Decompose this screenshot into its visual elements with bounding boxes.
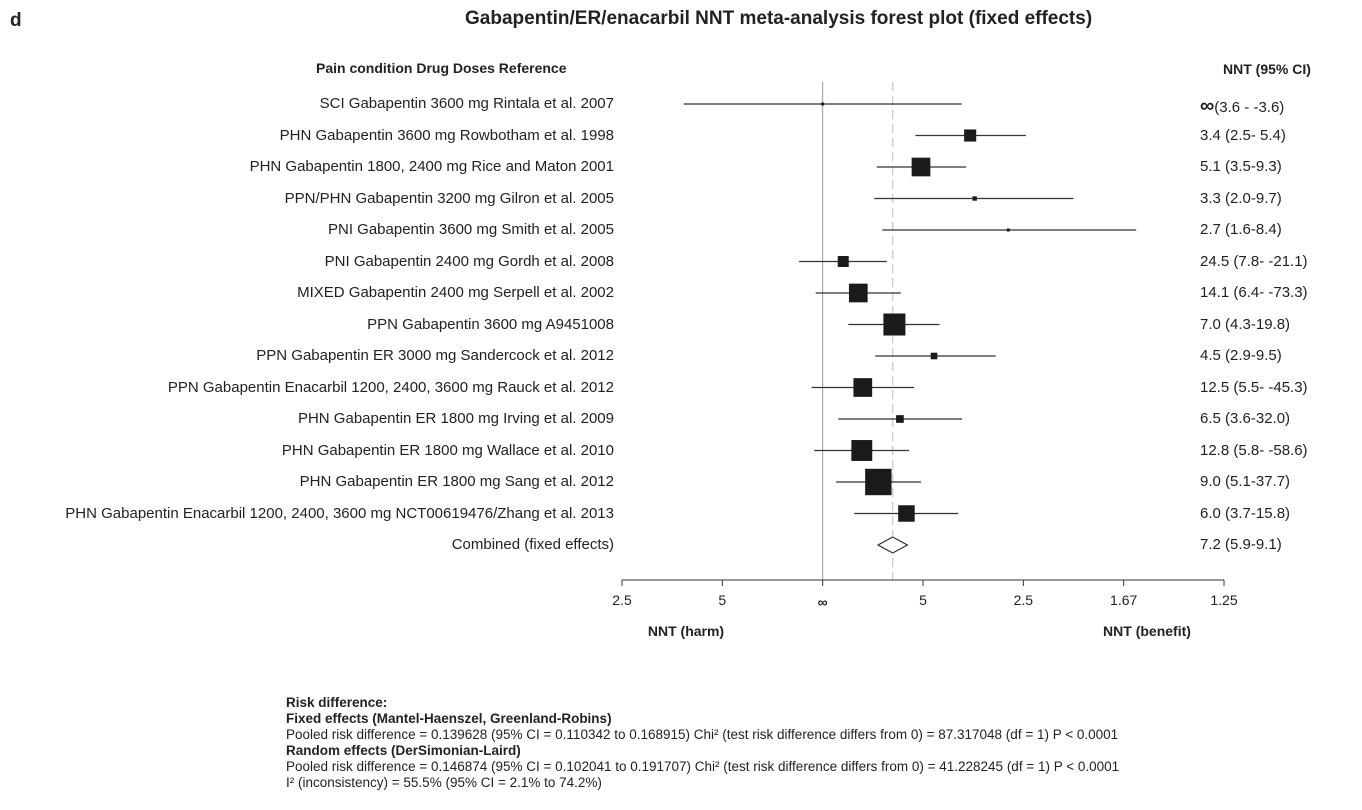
effect-square: [851, 440, 873, 461]
x-tick-label-4: 2.5: [1014, 592, 1034, 608]
effect-square: [853, 378, 873, 397]
fixed-effects-text: Pooled risk difference = 0.139628 (95% C…: [286, 727, 1119, 742]
study-label: PHN Gabapentin Enacarbil 1200, 2400, 360…: [65, 504, 614, 522]
study-label: PHN Gabapentin 1800, 2400 mg Rice and Ma…: [249, 158, 614, 175]
study-nnt: 3.4 (2.5- 5.4): [1200, 126, 1286, 144]
left-column-header: Pain condition Drug Doses Reference: [316, 60, 567, 76]
effect-square: [848, 283, 868, 303]
random-effects-heading: Random effects (DerSimonian-Laird): [286, 743, 521, 758]
figure-title: Gabapentin/ER/enacarbil NNT meta-analysi…: [465, 8, 1093, 29]
combined-diamond: [876, 536, 909, 554]
fixed-effects-heading: Fixed effects (Mantel-Haenszel, Greenlan…: [286, 711, 612, 726]
forest-plot: 2.5 5 ∞ 5 2.5 1.67 1.25 NNT (harm) NNT (benefit): [612, 82, 1238, 639]
right-column-header: NNT (95% CI): [1223, 61, 1311, 77]
study-nnt-ci: (3.6 - -3.6): [1214, 99, 1285, 116]
combined-nnt: 7.2 (5.9-9.1): [1200, 536, 1282, 553]
study-nnt: 6.0 (3.7-15.8): [1200, 504, 1291, 522]
x-tick-label-2: ∞: [818, 594, 828, 610]
effect-square: [896, 415, 904, 423]
stats-heading: Risk difference:: [286, 695, 388, 710]
statistics-summary: Risk difference: Fixed effects (Mantel-H…: [286, 695, 1119, 791]
study-label: PHN Gabapentin ER 1800 mg Sang et al. 20…: [299, 473, 614, 490]
random-effects-text: Pooled risk difference = 0.146874 (95% C…: [286, 759, 1120, 774]
study-nnt: ∞ (3.6 - -3.6): [1200, 95, 1284, 118]
study-nnt: 3.3 (2.0-9.7): [1200, 189, 1282, 207]
study-nnt: 14.1 (6.4- -73.3): [1200, 284, 1308, 301]
study-nnt: 12.5 (5.5- -45.3): [1200, 378, 1308, 396]
inconsistency-text: I² (inconsistency) = 55.5% (95% CI = 2.1…: [286, 775, 602, 790]
study-nnt: 7.0 (4.3-19.8): [1200, 315, 1291, 333]
effect-square: [865, 468, 892, 496]
effect-square: [964, 129, 977, 142]
study-label: PNI Gabapentin 2400 mg Gordh et al. 2008: [324, 252, 614, 270]
infinity-glyph: ∞: [1200, 95, 1214, 117]
x-tick-label-3: 5: [919, 592, 927, 608]
x-tick-label-1: 5: [718, 592, 726, 608]
study-nnt: 4.5 (2.9-9.5): [1200, 347, 1282, 364]
study-label: PPN/PHN Gabapentin 3200 mg Gilron et al.…: [284, 189, 614, 207]
effect-square: [1006, 228, 1010, 232]
x-tick-label-0: 2.5: [612, 592, 632, 608]
effect-square: [898, 505, 915, 522]
effect-square: [911, 157, 931, 177]
x-axis-label-harm: NNT (harm): [648, 623, 724, 639]
study-label: PPN Gabapentin ER 3000 mg Sandercock et …: [256, 347, 614, 364]
study-label: PPN Gabapentin Enacarbil 1200, 2400, 360…: [167, 378, 614, 396]
x-tick-label-5: 1.67: [1110, 592, 1137, 608]
study-nnt: 6.5 (3.6-32.0): [1200, 410, 1291, 427]
study-label: PHN Gabapentin ER 1800 mg Irving et al. …: [297, 410, 614, 427]
study-nnt: 24.5 (7.8- -21.1): [1200, 252, 1308, 270]
effect-square: [837, 256, 849, 267]
study-nnt: 12.8 (5.8- -58.6): [1200, 441, 1308, 459]
study-label: PHN Gabapentin 3600 mg Rowbotham et al. …: [279, 126, 614, 144]
x-tick-label-6: 1.25: [1210, 592, 1237, 608]
effect-square: [883, 313, 906, 336]
study-label: PPN Gabapentin 3600 mg A9451008: [367, 315, 614, 333]
effect-square: [821, 102, 825, 106]
study-nnt: 2.7 (1.6-8.4): [1200, 221, 1282, 238]
panel-letter: d: [10, 10, 22, 31]
study-nnt: 5.1 (3.5-9.3): [1200, 158, 1282, 175]
study-label: SCI Gabapentin 3600 mg Rintala et al. 20…: [319, 95, 614, 112]
x-axis-label-benefit: NNT (benefit): [1103, 623, 1191, 639]
combined-label: Combined (fixed effects): [451, 536, 614, 553]
study-label: MIXED Gabapentin 2400 mg Serpell et al. …: [297, 284, 614, 301]
effect-square: [972, 196, 977, 201]
study-label: PNI Gabapentin 3600 mg Smith et al. 2005: [327, 221, 614, 238]
study-nnt: 9.0 (5.1-37.7): [1200, 473, 1291, 490]
study-label: PHN Gabapentin ER 1800 mg Wallace et al.…: [281, 441, 614, 459]
effect-square: [930, 352, 938, 360]
